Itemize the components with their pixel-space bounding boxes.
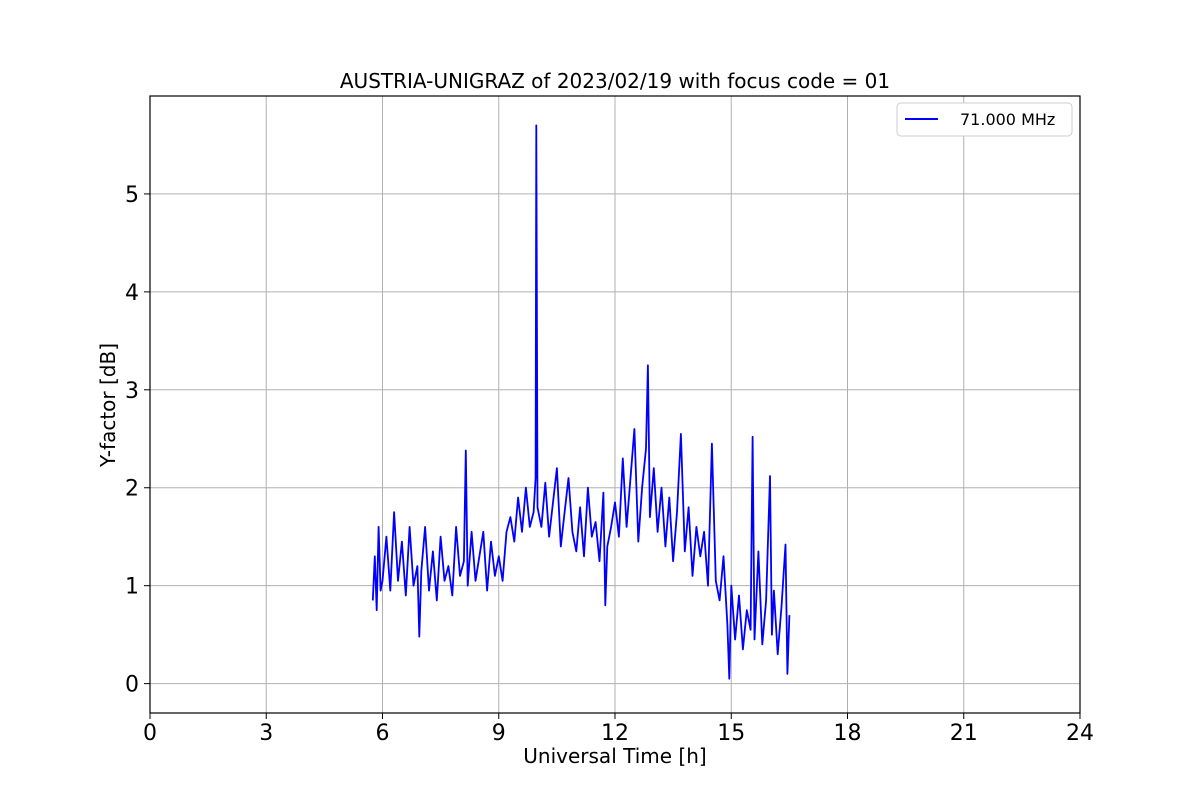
y-tick-label: 5 (125, 183, 139, 208)
y-axis-label: Y-factor [dB] (96, 343, 120, 468)
x-axis: 0 3 6 9 12 15 18 21 24 (143, 713, 1094, 746)
x-tick-label: 21 (950, 721, 978, 746)
x-tick-label: 18 (834, 721, 862, 746)
legend: 71.000 MHz (896, 102, 1073, 137)
x-tick-label: 12 (601, 721, 629, 746)
x-tick-label: 15 (717, 721, 745, 746)
y-tick-label: 0 (125, 673, 139, 698)
series-layer (371, 124, 791, 680)
legend-label-71mhz: 71.000 MHz (960, 110, 1055, 129)
y-tick-label: 1 (125, 575, 139, 600)
x-tick-label: 0 (143, 721, 157, 746)
y-tick-label: 4 (125, 281, 139, 306)
y-axis: 0 1 2 3 4 5 (125, 183, 150, 698)
y-tick-label: 3 (125, 379, 139, 404)
y-tick-label: 2 (125, 477, 139, 502)
x-tick-label: 6 (376, 721, 390, 746)
series-line-71mhz (371, 124, 791, 680)
legend-box (896, 102, 1073, 137)
x-tick-label: 3 (259, 721, 273, 746)
chart-title: AUSTRIA-UNIGRAZ of 2023/02/19 with focus… (340, 69, 890, 93)
x-tick-label: 9 (492, 721, 506, 746)
x-axis-label: Universal Time [h] (523, 744, 706, 768)
x-tick-label: 24 (1066, 721, 1094, 746)
